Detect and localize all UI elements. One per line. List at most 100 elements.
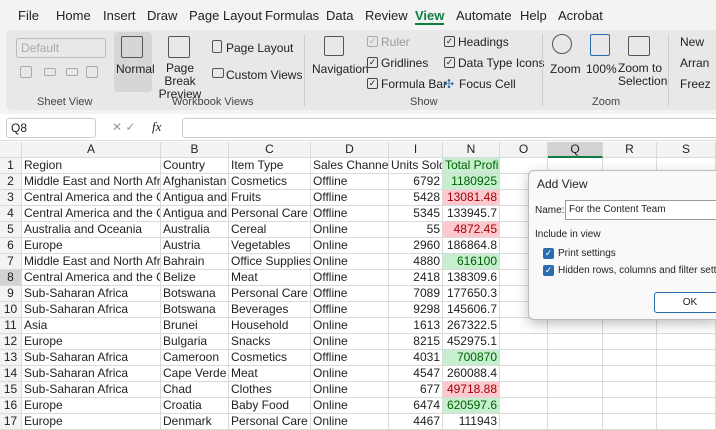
column-header[interactable]: A xyxy=(22,142,161,158)
checkbox[interactable]: ✓ xyxy=(543,248,554,259)
cell[interactable] xyxy=(603,318,657,334)
cell[interactable]: Fruits xyxy=(229,190,311,206)
cell[interactable] xyxy=(603,382,657,398)
cell[interactable]: Clothes xyxy=(229,382,311,398)
cell[interactable]: Beverages xyxy=(229,302,311,318)
cell[interactable]: 452975.1 xyxy=(443,334,500,350)
cell[interactable] xyxy=(548,350,603,366)
cell[interactable]: Online xyxy=(311,334,389,350)
cell[interactable]: Online xyxy=(311,382,389,398)
column-header[interactable]: N xyxy=(443,142,500,158)
cell[interactable]: 186864.8 xyxy=(443,238,500,254)
tab[interactable]: Page Layout xyxy=(189,8,263,23)
cell[interactable]: Antigua and B xyxy=(161,206,229,222)
cell[interactable]: Afghanistan xyxy=(161,174,229,190)
tab[interactable]: Review xyxy=(365,8,408,23)
cell[interactable]: 177650.3 xyxy=(443,286,500,302)
row-header[interactable]: 10 xyxy=(0,302,22,318)
cell[interactable]: 55 xyxy=(389,222,443,238)
cell[interactable]: Meat xyxy=(229,270,311,286)
cell[interactable]: Bulgaria xyxy=(161,334,229,350)
cell[interactable]: Offline xyxy=(311,270,389,286)
cell[interactable]: Offline xyxy=(311,174,389,190)
cell[interactable]: Austria xyxy=(161,238,229,254)
cell[interactable] xyxy=(500,398,548,414)
cell[interactable]: 6474 xyxy=(389,398,443,414)
cell[interactable]: Sub-Saharan Africa xyxy=(22,286,161,302)
tab[interactable]: File xyxy=(18,8,39,23)
row-header[interactable]: 14 xyxy=(0,366,22,382)
checkbox-label[interactable]: Ruler xyxy=(381,35,410,49)
button-selected[interactable] xyxy=(114,32,152,92)
cell[interactable]: Croatia xyxy=(161,398,229,414)
cell[interactable]: Personal Care xyxy=(229,414,311,430)
row-header[interactable]: 6 xyxy=(0,238,22,254)
cell[interactable]: Personal Care xyxy=(229,286,311,302)
row-header[interactable]: 5 xyxy=(0,222,22,238)
button-label[interactable]: Page Break Preview xyxy=(158,61,202,101)
cell[interactable]: Online xyxy=(311,398,389,414)
cell[interactable] xyxy=(657,318,716,334)
cell[interactable]: Australia and Oceania xyxy=(22,222,161,238)
cell[interactable]: 9298 xyxy=(389,302,443,318)
cell[interactable]: 5428 xyxy=(389,190,443,206)
button-label[interactable]: Normal xyxy=(116,62,155,76)
cell[interactable]: Botswana xyxy=(161,302,229,318)
cell[interactable]: Cosmetics xyxy=(229,174,311,190)
cell[interactable]: Household xyxy=(229,318,311,334)
cell[interactable]: 260088.4 xyxy=(443,366,500,382)
row-header[interactable]: 8 xyxy=(0,270,22,286)
cell[interactable]: 111943 xyxy=(443,414,500,430)
cell[interactable] xyxy=(500,414,548,430)
row-header[interactable]: 4 xyxy=(0,206,22,222)
checkbox-label[interactable]: Print settings xyxy=(558,248,616,259)
cell[interactable] xyxy=(548,318,603,334)
cell[interactable]: Antigua and B xyxy=(161,190,229,206)
cell[interactable]: Online xyxy=(311,318,389,334)
row-header[interactable]: 17 xyxy=(0,414,22,430)
row-header[interactable]: 1 xyxy=(0,158,22,174)
cell[interactable]: Office Supplies xyxy=(229,254,311,270)
cell[interactable]: 2418 xyxy=(389,270,443,286)
cell[interactable]: Botswana xyxy=(161,286,229,302)
cell[interactable]: Baby Food xyxy=(229,398,311,414)
button-label[interactable]: Zoom to Selection xyxy=(618,61,668,88)
checkbox[interactable]: ✓ xyxy=(444,36,455,47)
cell[interactable] xyxy=(603,334,657,350)
cell[interactable]: 133945.7 xyxy=(443,206,500,222)
cell[interactable] xyxy=(603,366,657,382)
cell[interactable]: Central America and the Car xyxy=(22,270,161,286)
checkbox[interactable]: ✓ xyxy=(367,78,378,89)
cell[interactable]: 1613 xyxy=(389,318,443,334)
cell[interactable] xyxy=(500,366,548,382)
checkbox[interactable]: ✓ xyxy=(367,36,378,47)
cell[interactable]: Offline xyxy=(311,286,389,302)
tab[interactable]: Insert xyxy=(103,8,136,23)
sheet-view-dropdown[interactable]: Default xyxy=(16,38,106,58)
cell[interactable]: 4031 xyxy=(389,350,443,366)
row-header[interactable]: 13 xyxy=(0,350,22,366)
cell[interactable]: Central America and the Car xyxy=(22,190,161,206)
cell[interactable]: Item Type xyxy=(229,158,311,174)
cell[interactable]: Online xyxy=(311,414,389,430)
cell[interactable]: Online xyxy=(311,366,389,382)
cell[interactable]: 677 xyxy=(389,382,443,398)
cell[interactable] xyxy=(657,382,716,398)
column-header[interactable]: O xyxy=(500,142,548,158)
column-header[interactable]: Q xyxy=(548,142,603,158)
row-header[interactable]: 7 xyxy=(0,254,22,270)
fx-button[interactable]: fx xyxy=(152,119,162,134)
column-header[interactable]: R xyxy=(603,142,657,158)
cell[interactable] xyxy=(548,382,603,398)
row-header[interactable]: 3 xyxy=(0,190,22,206)
cell[interactable]: Europe xyxy=(22,414,161,430)
name-box[interactable]: Q8 xyxy=(6,118,96,138)
column-header[interactable]: D xyxy=(311,142,389,158)
cell[interactable]: 4467 xyxy=(389,414,443,430)
column-header[interactable]: S xyxy=(657,142,716,158)
cell[interactable] xyxy=(657,398,716,414)
button-label[interactable]: New xyxy=(680,35,705,49)
column-header[interactable]: I xyxy=(389,142,443,158)
row-header[interactable]: 9 xyxy=(0,286,22,302)
button-label[interactable]: Navigation xyxy=(312,62,369,76)
